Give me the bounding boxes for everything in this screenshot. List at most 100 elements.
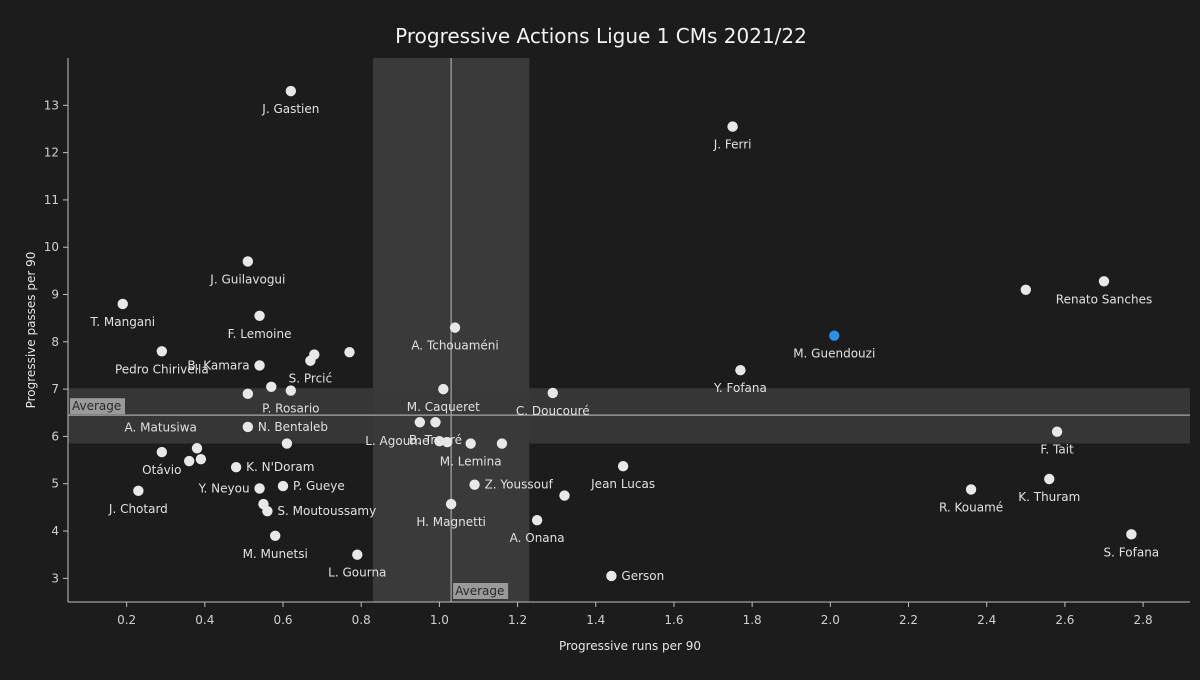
data-label: Renato Sanches: [1056, 292, 1152, 306]
data-label: S. Fofana: [1104, 545, 1160, 559]
y-tick-label: 3: [51, 571, 59, 585]
data-point: [531, 514, 543, 526]
x-tick-label: 2.8: [1134, 613, 1153, 627]
data-point: [606, 570, 617, 582]
data-point: [547, 387, 558, 399]
data-label: R. Kouamé: [939, 500, 1003, 514]
data-point: [1051, 426, 1063, 437]
data-point: [1126, 529, 1137, 540]
y-tick-label: 11: [44, 193, 59, 207]
data-point: [449, 322, 461, 333]
x-tick-label: 1.6: [664, 613, 683, 627]
data-point: [445, 498, 457, 510]
x-tick-label: 1.8: [743, 613, 762, 627]
data-label: B. Traoré: [409, 433, 462, 447]
y-tick-label: 6: [51, 429, 59, 443]
data-label: M. Munetsi: [243, 547, 308, 561]
data-point: [285, 385, 297, 396]
data-label: Y. Neyou: [198, 481, 250, 495]
data-point: [133, 485, 144, 497]
y-tick-label: 8: [51, 335, 59, 349]
data-point: [442, 436, 453, 448]
data-point: [352, 549, 363, 560]
data-point: [414, 417, 426, 428]
chart-title: Progressive Actions Ligue 1 CMs 2021/22: [395, 24, 807, 48]
data-point: [117, 298, 128, 310]
x-average-label-box: [453, 583, 509, 599]
y-tick-label: 4: [51, 524, 59, 538]
data-label: Z. Youssouf: [485, 478, 554, 492]
data-point: [465, 438, 476, 449]
data-point: [242, 388, 254, 400]
x-tick-label: 0.6: [273, 613, 292, 627]
data-point: [434, 435, 445, 447]
x-tick-label: 2.2: [899, 613, 918, 627]
data-point: [230, 461, 242, 473]
data-point: [242, 421, 254, 433]
data-point: [254, 483, 265, 494]
data-label: P. Gueye: [293, 479, 345, 493]
x-tick-label: 1.0: [430, 613, 449, 627]
data-point: [438, 383, 449, 395]
data-label: S. Prcić: [289, 372, 332, 386]
data-point: [183, 455, 195, 467]
axes: 0.2 0.4 0.6 0.8 1.0 1.2 1.4 1.6 1.8 2.0 2.2 2.4 2.6 2…: [44, 58, 1190, 627]
x-average-label: Average: [455, 584, 504, 598]
data-label: Pedro Chirivella: [115, 362, 209, 376]
data-label: L. Gourna: [328, 566, 386, 580]
data-point: [469, 479, 480, 490]
data-point: [496, 438, 508, 449]
x-tick-label: 1.4: [586, 613, 605, 627]
data-point: [617, 461, 629, 472]
data-point: [305, 355, 316, 366]
x-axis-label: Progressive runs per 90: [559, 639, 701, 653]
data-label: S. Moutoussamy: [277, 504, 376, 518]
x-tick-label: 2.4: [977, 613, 996, 627]
data-point: [727, 121, 738, 132]
data-label: J. Chotard: [108, 502, 168, 516]
x-tick-label: 0.2: [117, 613, 136, 627]
data-point: [254, 360, 265, 371]
data-label: J. Guilavogui: [209, 272, 285, 286]
data-point: [195, 453, 207, 465]
y-tick-label: 7: [51, 382, 59, 396]
data-label: M. Lemina: [440, 455, 502, 469]
y-average-band: [68, 388, 1190, 444]
data-label: M. Guendouzi: [793, 347, 875, 361]
data-point: [430, 417, 441, 428]
x-tick-label: 1.2: [508, 613, 527, 627]
data-points: [117, 85, 1137, 582]
y-tick-label: 5: [51, 477, 59, 491]
data-label: J. Gastien: [261, 102, 319, 116]
x-tick-label: 2.0: [821, 613, 840, 627]
data-label: A. Matusiwa: [125, 421, 197, 435]
data-point: [965, 484, 977, 495]
data-point: [266, 381, 277, 392]
y-axis-label: Progressive passes per 90: [24, 252, 38, 409]
data-point: [156, 346, 168, 357]
data-label: C. Doucouré: [516, 404, 590, 418]
data-label: T. Mangani: [89, 315, 155, 329]
data-label: B. Kamara: [187, 358, 249, 372]
data-label: N. Bentaleb: [258, 420, 328, 434]
data-point: [242, 256, 254, 267]
data-point: [277, 480, 289, 492]
y-average-label-box: [70, 398, 125, 415]
data-point: [285, 85, 297, 97]
data-label: K. N'Doram: [246, 460, 314, 474]
point-labels: J. Gastien J. Ferri J. Guilavogui Renato Sa…: [89, 102, 1159, 583]
data-point: [735, 365, 746, 376]
x-tick-label: 0.8: [352, 613, 371, 627]
data-point: [1020, 284, 1032, 295]
data-label: A. Onana: [510, 531, 565, 545]
data-point: [269, 530, 281, 541]
data-label: H. Magnetti: [416, 515, 486, 529]
data-point: [254, 310, 265, 322]
data-point: [1044, 473, 1055, 485]
data-point: [559, 490, 570, 501]
data-point: [1098, 276, 1110, 287]
data-label: A. Tchouaméni: [411, 339, 498, 353]
x-tick-label: 0.4: [195, 613, 214, 627]
x-tick-label: 2.6: [1055, 613, 1074, 627]
